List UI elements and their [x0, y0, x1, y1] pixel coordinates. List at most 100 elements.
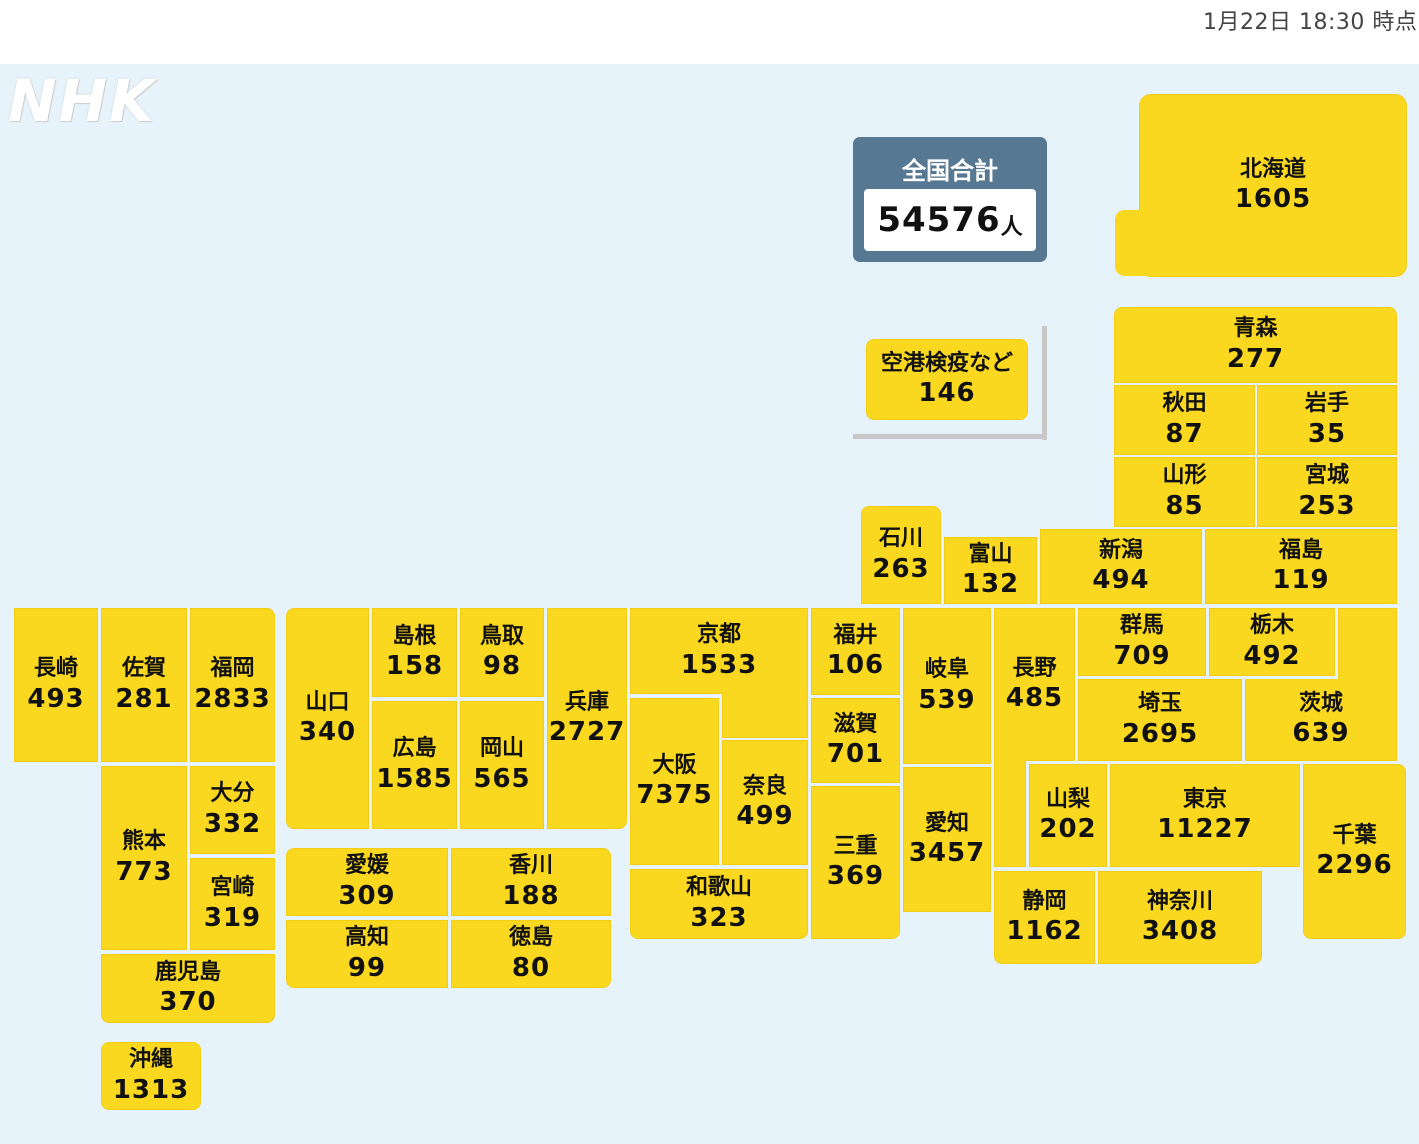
national-total-value: 54576	[877, 200, 1001, 240]
pref-nara-value: 499	[736, 801, 794, 832]
pref-kyoto-name: 京都	[696, 622, 741, 648]
pref-nara[interactable]: 奈良 499	[722, 740, 808, 865]
pref-hyogo-value: 2727	[548, 717, 626, 748]
pref-miyazaki-name: 宮崎	[210, 875, 255, 901]
pref-niigata-name: 新潟	[1098, 537, 1143, 563]
pref-saga-name: 佐賀	[121, 656, 166, 682]
pref-shimane[interactable]: 島根 158	[372, 608, 457, 697]
pref-shizuoka-value: 1162	[1006, 916, 1083, 947]
pref-saga[interactable]: 佐賀 281	[101, 608, 187, 762]
pref-tottori[interactable]: 鳥取 98	[460, 608, 544, 697]
pref-kagoshima[interactable]: 鹿児島 370	[101, 954, 275, 1023]
pref-tokyo-value: 11227	[1157, 814, 1253, 845]
pref-nagasaki-value: 493	[27, 683, 85, 714]
pref-okayama[interactable]: 岡山 565	[460, 701, 544, 829]
nhk-logo: NHK	[8, 67, 157, 135]
pref-shimane-value: 158	[385, 651, 444, 682]
pref-oita[interactable]: 大分 332	[190, 766, 275, 854]
pref-saitama[interactable]: 埼玉 2695	[1078, 679, 1242, 761]
pref-airport-value: 146	[918, 378, 976, 409]
pref-aichi[interactable]: 愛知 3457	[903, 767, 991, 912]
pref-hiroshima[interactable]: 広島 1585	[372, 701, 457, 829]
pref-kochi[interactable]: 高知 99	[286, 920, 448, 988]
pref-gifu-name: 岐阜	[924, 657, 969, 683]
pref-kyoto-south	[722, 692, 808, 738]
pref-toyama[interactable]: 富山 132	[944, 537, 1037, 604]
pref-kochi-value: 99	[347, 952, 387, 983]
pref-toyama-name: 富山	[968, 541, 1013, 567]
pref-nara-name: 奈良	[742, 773, 787, 799]
pref-akita-value: 87	[1165, 418, 1204, 449]
pref-shiga[interactable]: 滋賀 701	[811, 698, 900, 783]
pref-hiroshima-name: 広島	[392, 736, 437, 762]
pref-osaka[interactable]: 大阪 7375	[630, 698, 719, 865]
pref-airport-name: 空港検疫など	[880, 350, 1013, 376]
pref-niigata[interactable]: 新潟 494	[1040, 529, 1202, 604]
pref-ehime-value: 309	[338, 880, 396, 911]
pref-yamagata[interactable]: 山形 85	[1114, 457, 1255, 527]
pref-okayama-name: 岡山	[479, 736, 524, 762]
pref-okinawa-value: 1313	[112, 1074, 190, 1105]
pref-mie[interactable]: 三重 369	[811, 786, 900, 939]
pref-hokkaido-name: 北海道	[1239, 156, 1306, 182]
pref-gifu[interactable]: 岐阜 539	[903, 608, 991, 764]
pref-shizuoka[interactable]: 静岡 1162	[994, 871, 1095, 964]
pref-tochigi-name: 栃木	[1249, 613, 1294, 639]
pref-kagawa[interactable]: 香川 188	[451, 848, 611, 916]
pref-chiba[interactable]: 千葉 2296	[1303, 764, 1406, 939]
pref-wakayama-name: 和歌山	[685, 875, 752, 901]
pref-tochigi-value: 492	[1243, 640, 1301, 671]
pref-tottori-name: 鳥取	[479, 623, 524, 649]
pref-fukuoka[interactable]: 福岡 2833	[190, 608, 275, 762]
pref-tokushima-value: 80	[511, 952, 551, 983]
pref-okinawa[interactable]: 沖縄 1313	[101, 1042, 201, 1110]
pref-fukuoka-name: 福岡	[210, 656, 255, 682]
pref-tokyo[interactable]: 東京 11227	[1110, 764, 1300, 867]
pref-osaka-name: 大阪	[652, 752, 697, 778]
pref-fukui[interactable]: 福井 106	[811, 608, 900, 695]
pref-aomori-value: 277	[1226, 343, 1285, 374]
pref-miyazaki-value: 319	[203, 902, 262, 933]
pref-miyazaki[interactable]: 宮崎 319	[190, 858, 275, 950]
pref-aomori[interactable]: 青森 277	[1114, 307, 1397, 383]
pref-niigata-value: 494	[1092, 565, 1150, 596]
pref-wakayama[interactable]: 和歌山 323	[630, 869, 808, 939]
pref-akita[interactable]: 秋田 87	[1114, 385, 1255, 455]
pref-miyagi[interactable]: 宮城 253	[1257, 457, 1397, 527]
pref-shiga-name: 滋賀	[833, 711, 878, 737]
pref-ibaraki-name: 茨城	[1298, 690, 1343, 716]
pref-saga-value: 281	[115, 683, 173, 714]
pref-nagasaki[interactable]: 長崎 493	[14, 608, 98, 762]
pref-hyogo[interactable]: 兵庫 2727	[547, 608, 627, 829]
pref-tochigi[interactable]: 栃木 492	[1209, 608, 1335, 676]
pref-kanagawa[interactable]: 神奈川 3408	[1098, 871, 1262, 964]
pref-kumamoto[interactable]: 熊本 773	[101, 766, 187, 950]
pref-kumamoto-name: 熊本	[121, 829, 166, 855]
pref-ehime-name: 愛媛	[344, 853, 389, 879]
pref-ishikawa[interactable]: 石川 263	[861, 506, 941, 604]
national-total-unit: 人	[1000, 215, 1023, 240]
airport-divider-horizontal	[853, 434, 1047, 439]
pref-ehime[interactable]: 愛媛 309	[286, 848, 448, 916]
pref-kyoto-value: 1533	[680, 649, 758, 680]
pref-kyoto-top: 京都 1533	[630, 608, 808, 694]
pref-gunma-name: 群馬	[1119, 613, 1164, 639]
pref-tokushima[interactable]: 徳島 80	[451, 920, 611, 988]
pref-fukushima-name: 福島	[1278, 537, 1323, 563]
pref-tokushima-name: 徳島	[508, 925, 553, 951]
pref-yamagata-value: 85	[1165, 490, 1204, 521]
pref-hiroshima-value: 1585	[376, 763, 453, 794]
pref-kanagawa-value: 3408	[1141, 916, 1219, 947]
pref-yamanashi[interactable]: 山梨 202	[1029, 764, 1107, 867]
pref-fukushima[interactable]: 福島 119	[1205, 529, 1397, 604]
pref-chiba-value: 2296	[1316, 850, 1393, 881]
national-total-label: 全国合計	[902, 157, 998, 185]
pref-yamaguchi[interactable]: 山口 340	[286, 608, 369, 829]
pref-gunma[interactable]: 群馬 709	[1078, 608, 1206, 676]
pref-yamagata-name: 山形	[1162, 463, 1207, 489]
pref-ibaraki-main: 茨城 639	[1245, 679, 1397, 761]
pref-iwate[interactable]: 岩手 35	[1257, 385, 1397, 455]
pref-chiba-name: 千葉	[1332, 822, 1377, 848]
pref-kagoshima-value: 370	[159, 987, 217, 1018]
pref-airport[interactable]: 空港検疫など 146	[866, 339, 1028, 420]
